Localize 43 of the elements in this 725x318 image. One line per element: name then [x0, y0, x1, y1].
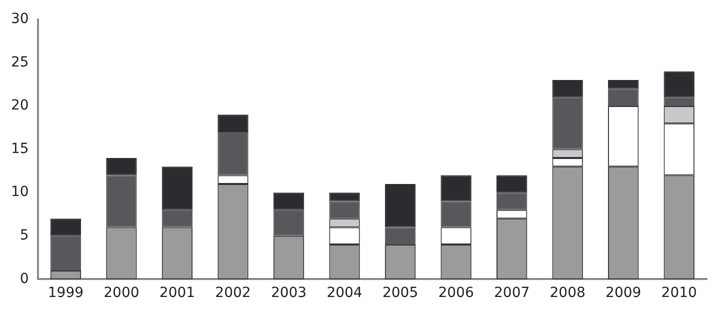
bar — [440, 201, 472, 228]
bar — [273, 210, 304, 236]
bar — [162, 210, 193, 228]
bar — [329, 201, 360, 219]
bar — [496, 192, 528, 210]
x-tick-label: 2007 — [494, 285, 530, 302]
bar — [552, 97, 583, 150]
bar — [384, 184, 416, 228]
bar — [218, 114, 248, 132]
bar — [273, 192, 304, 210]
x-tick-label: 2002 — [215, 285, 251, 302]
y-tick-label: 15 — [10, 140, 29, 157]
x-tick-label: 2001 — [159, 285, 196, 302]
x-tick-label: 2000 — [104, 285, 140, 302]
bar — [384, 227, 416, 245]
bar — [106, 158, 137, 176]
x-tick-label: 2005 — [382, 285, 418, 302]
y-tick-label: 25 — [10, 54, 29, 70]
bar — [218, 132, 248, 176]
y-tick-label: 0 — [20, 270, 29, 287]
x-tick-label: 2008 — [550, 285, 586, 302]
bar — [440, 175, 472, 202]
bar — [664, 97, 694, 106]
y-tick-label: 5 — [20, 228, 29, 244]
x-tick-label: 1999 — [48, 285, 84, 302]
bar — [50, 236, 82, 271]
bar — [162, 166, 193, 210]
y-tick-label: 20 — [10, 98, 29, 114]
bar — [50, 218, 82, 236]
y-tick-label: 10 — [10, 184, 29, 200]
bar — [496, 175, 528, 193]
x-tick-label: 2010 — [661, 285, 697, 302]
bar — [552, 80, 583, 98]
bar — [608, 88, 639, 106]
x-tick-label: 2009 — [606, 285, 642, 302]
bar — [106, 175, 137, 228]
bar — [664, 71, 694, 98]
x-tick-label: 2003 — [270, 285, 307, 302]
x-tick-label: 2006 — [438, 285, 474, 302]
x-tick-label: 2004 — [326, 285, 362, 302]
bar — [329, 192, 360, 202]
y-tick-label: 30 — [10, 11, 29, 28]
bar — [608, 80, 639, 89]
